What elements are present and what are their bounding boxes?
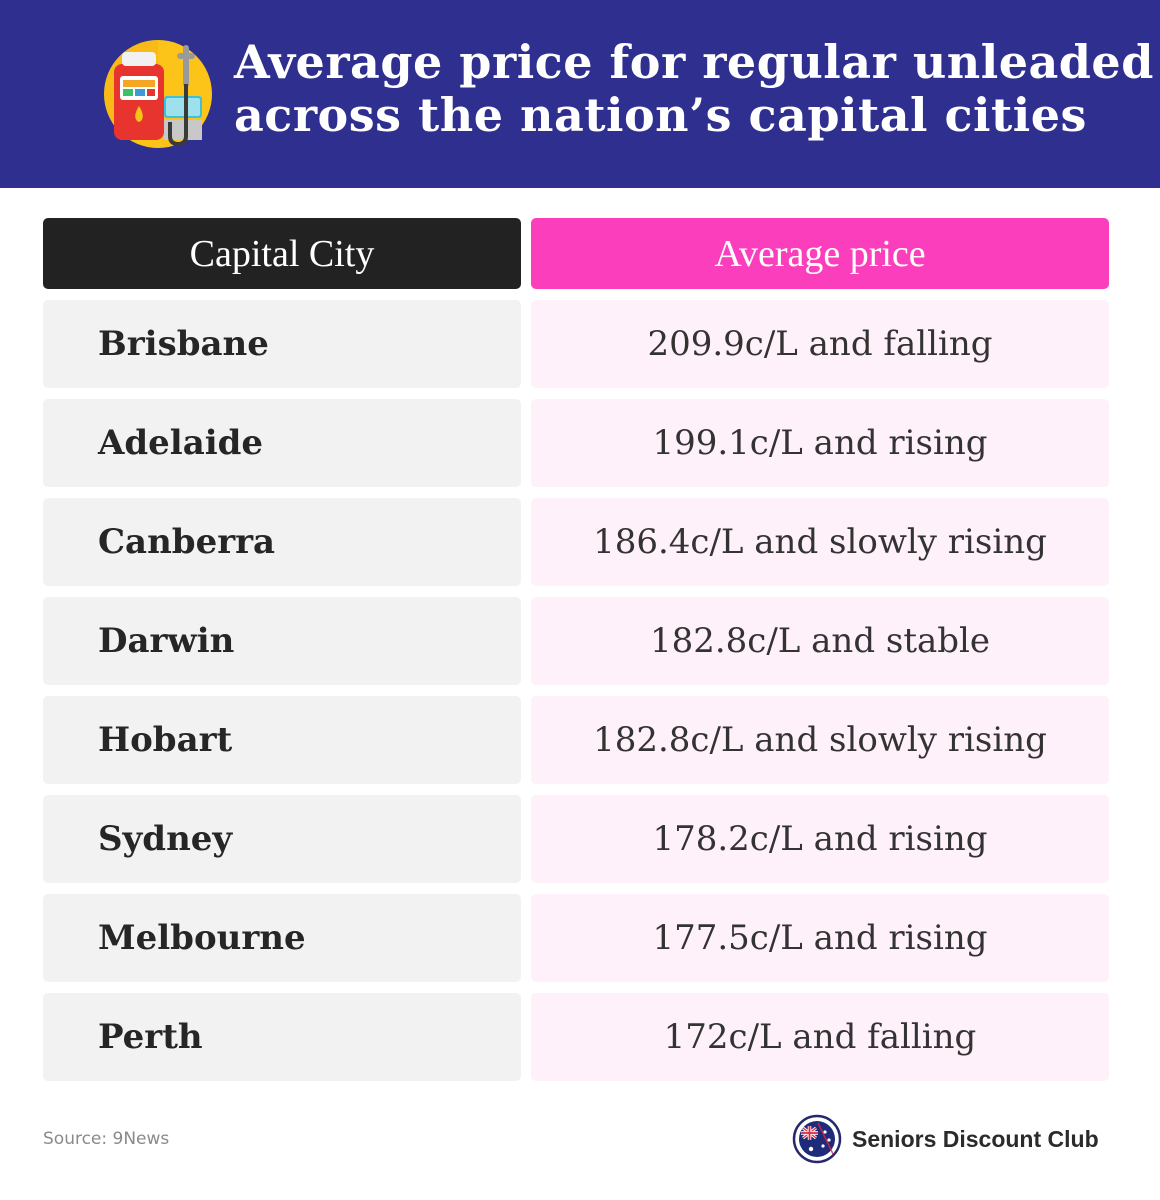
table-header-row: Capital City Average price [43, 218, 1109, 289]
price-cell: 182.8c/L and stable [531, 597, 1109, 685]
price-cell: 182.8c/L and slowly rising [531, 696, 1109, 784]
title-line-1: Average price for regular unleaded [234, 35, 1154, 89]
price-cell: 209.9c/L and falling [531, 300, 1109, 388]
price-cell: 172c/L and falling [531, 993, 1109, 1081]
city-cell: Sydney [43, 795, 521, 883]
table-row: Sydney 178.2c/L and rising [43, 795, 1109, 883]
brand-footer: Seniors Discount Club [792, 1113, 1099, 1165]
table-row: Adelaide 199.1c/L and rising [43, 399, 1109, 487]
header-banner: Average price for regular unleaded acros… [0, 0, 1160, 188]
city-cell: Hobart [43, 696, 521, 784]
city-cell: Brisbane [43, 300, 521, 388]
price-cell: 199.1c/L and rising [531, 399, 1109, 487]
table-row: Canberra 186.4c/L and slowly rising [43, 498, 1109, 586]
source-note: Source: 9News [43, 1129, 170, 1149]
table-row: Melbourne 177.5c/L and rising [43, 894, 1109, 982]
table-row: Darwin 182.8c/L and stable [43, 597, 1109, 685]
australia-flag-logo-icon [792, 1114, 842, 1164]
table-row: Brisbane 209.9c/L and falling [43, 300, 1109, 388]
city-cell: Canberra [43, 498, 521, 586]
table-row: Hobart 182.8c/L and slowly rising [43, 696, 1109, 784]
fuel-pump-icon [104, 40, 212, 148]
price-cell: 186.4c/L and slowly rising [531, 498, 1109, 586]
price-cell: 178.2c/L and rising [531, 795, 1109, 883]
column-header-average-price: Average price [531, 218, 1109, 289]
page-title: Average price for regular unleaded acros… [234, 35, 1154, 142]
table-row: Perth 172c/L and falling [43, 993, 1109, 1081]
city-cell: Darwin [43, 597, 521, 685]
column-header-capital-city: Capital City [43, 218, 521, 289]
price-cell: 177.5c/L and rising [531, 894, 1109, 982]
fuel-price-table: Capital City Average price Brisbane 209.… [43, 218, 1109, 1081]
title-line-2: across the nation’s capital cities [234, 88, 1087, 142]
brand-name: Seniors Discount Club [852, 1125, 1099, 1152]
table-body: Brisbane 209.9c/L and falling Adelaide 1… [43, 300, 1109, 1081]
city-cell: Melbourne [43, 894, 521, 982]
city-cell: Adelaide [43, 399, 521, 487]
city-cell: Perth [43, 993, 521, 1081]
